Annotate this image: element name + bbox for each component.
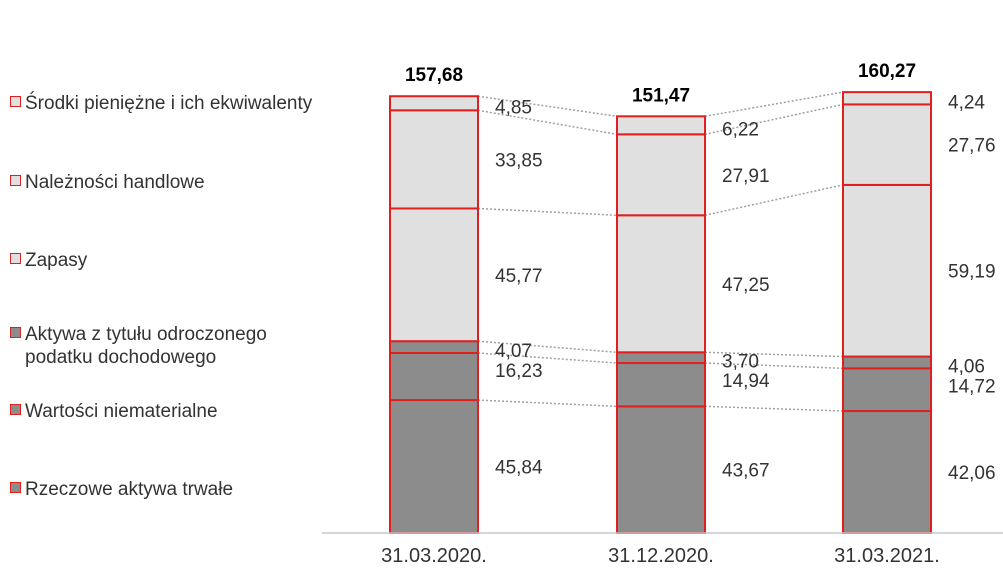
bar-segment [389, 207, 479, 343]
data-label: 43,67 [722, 461, 770, 482]
legend-item: Należności handlowe [10, 171, 205, 194]
data-label: 16,23 [495, 361, 543, 382]
connector-line [704, 184, 844, 217]
legend-label: Rzeczowe aktywa trwałe [25, 479, 234, 500]
connector-line [477, 352, 618, 364]
bar-segment [616, 351, 706, 365]
x-tick-label: 31.03.2020. [381, 545, 487, 567]
data-label: 45,84 [495, 458, 543, 479]
data-label: 47,25 [722, 275, 770, 296]
legend-item: Zapasy [10, 249, 87, 272]
data-label: 27,91 [722, 166, 770, 187]
legend-swatch [10, 175, 21, 187]
connector-line [704, 103, 844, 136]
bar-segment [842, 367, 932, 413]
data-labels: 157,68 151,47 160,27 45,84 16,234,07 45,77 33,… [405, 61, 996, 484]
data-label: 33,85 [495, 150, 543, 171]
connector-line [477, 399, 618, 408]
x-tick-label: 31.12.2020. [608, 545, 714, 567]
total-label: 160,27 [858, 61, 916, 82]
bar-segment [842, 410, 932, 534]
data-label: 4,24 [948, 92, 985, 113]
connector-line [477, 95, 618, 118]
data-label: 59,19 [948, 262, 996, 283]
data-label: 27,76 [948, 136, 996, 157]
bar-segment [842, 91, 932, 106]
bar-segment [616, 115, 706, 136]
legend-swatch [10, 96, 21, 108]
bar-segment [389, 351, 479, 402]
legend-swatch [10, 327, 21, 339]
bar-segment [616, 214, 706, 354]
legend-swatch [10, 253, 21, 265]
data-label: 45,77 [495, 266, 543, 287]
total-label: 157,68 [405, 65, 463, 86]
bar-segment [616, 133, 706, 217]
data-label: 3,70 [722, 352, 759, 373]
legend-label: Aktywa z tytułu odroczonego podatku docho… [25, 324, 267, 368]
legend-label: Środki pieniężne i ich ekwiwalenty [25, 93, 313, 114]
data-label: 4,85 [495, 97, 532, 118]
bar-segment [842, 355, 932, 370]
connector-line [704, 91, 844, 118]
legend-item: Aktywa z tytułu odroczonego podatku docho… [10, 323, 267, 369]
connector-line [704, 405, 844, 412]
connector-line [704, 351, 844, 358]
x-axis: 31.03.2020. 31.12.2020. 31.03.2021. [322, 532, 1003, 567]
legend-label: Należności handlowe [25, 172, 205, 193]
connector-line [477, 207, 618, 217]
connector-line [704, 362, 844, 370]
bars [389, 91, 932, 534]
connector-line [477, 340, 618, 354]
legend-item: Wartości niematerialne [10, 400, 218, 423]
bar-segment [389, 95, 479, 112]
bar-segment [389, 340, 479, 354]
data-label: 6,22 [722, 119, 759, 140]
data-label: 14,72 [948, 376, 996, 397]
bar-segment [842, 103, 932, 186]
total-label: 151,47 [632, 85, 690, 106]
x-tick-label: 31.03.2021. [834, 545, 940, 567]
bar-segment [389, 109, 479, 210]
legend-item: Środki pieniężne i ich ekwiwalenty [10, 92, 312, 115]
legend-swatch [10, 404, 21, 416]
bar-segment [616, 405, 706, 534]
bar-segment [389, 399, 479, 534]
connector-line [477, 109, 618, 136]
bar-segment [616, 362, 706, 408]
data-label: 14,94 [722, 371, 770, 392]
data-label: 4,07 [495, 341, 532, 362]
data-label: 42,06 [948, 463, 996, 484]
bar-segment [842, 183, 932, 358]
legend-label: Zapasy [25, 250, 88, 271]
connector-lines [477, 91, 844, 412]
legend-item: Rzeczowe aktywa trwałe [10, 478, 233, 501]
legend-swatch [10, 482, 21, 494]
legend-label: Wartości niematerialne [25, 401, 218, 422]
data-label: 4,06 [948, 356, 985, 377]
